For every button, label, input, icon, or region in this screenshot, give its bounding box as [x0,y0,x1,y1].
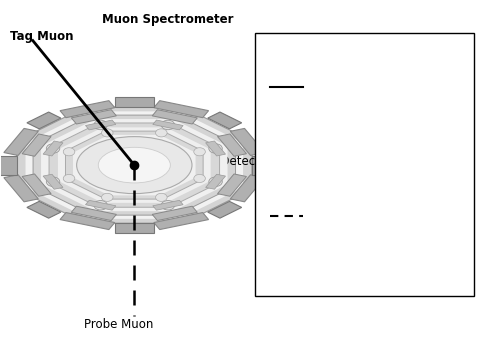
Polygon shape [154,101,209,118]
Text: Z–Boson: Z–Boson [66,155,116,167]
Circle shape [194,148,205,156]
Polygon shape [22,174,51,196]
Polygon shape [252,156,273,175]
Polygon shape [66,131,203,199]
Polygon shape [71,110,116,124]
Polygon shape [33,115,236,215]
Polygon shape [217,134,246,156]
Polygon shape [153,200,183,210]
Polygon shape [60,101,115,118]
Circle shape [46,144,60,153]
Polygon shape [27,112,61,129]
Circle shape [94,201,107,210]
Polygon shape [60,213,115,230]
Circle shape [161,201,174,210]
Polygon shape [49,123,220,207]
Circle shape [63,148,75,156]
Ellipse shape [77,137,192,194]
Polygon shape [43,174,63,189]
Circle shape [209,177,222,186]
Text: Muon Spectrometer: Muon Spectrometer [102,13,233,26]
Polygon shape [58,127,211,203]
Polygon shape [27,201,61,218]
Polygon shape [230,128,265,156]
Polygon shape [22,134,51,156]
Polygon shape [85,200,116,210]
Polygon shape [17,107,252,223]
Polygon shape [4,175,38,202]
Polygon shape [154,213,209,230]
Text: Probe Muon: Probe Muon [84,318,153,331]
Polygon shape [206,141,226,156]
Polygon shape [115,223,154,234]
Circle shape [156,129,167,137]
Polygon shape [85,120,116,130]
Polygon shape [208,201,241,218]
Text: The invariant mass
of the two tracks
should be near the
Z–Boson mass: The invariant mass of the two tracks sho… [308,61,408,113]
Text: Inner Detector: Inner Detector [186,155,272,167]
FancyBboxPatch shape [255,33,474,296]
Text: Tag Muon: Tag Muon [10,29,74,43]
Circle shape [209,144,222,153]
Polygon shape [206,174,226,189]
Polygon shape [43,141,63,156]
Circle shape [46,177,60,186]
Circle shape [156,193,167,201]
Polygon shape [153,120,183,130]
Ellipse shape [98,147,170,183]
Polygon shape [26,112,243,219]
Polygon shape [230,175,265,202]
Polygon shape [71,206,116,221]
Polygon shape [115,97,154,107]
Polygon shape [152,206,197,221]
Circle shape [102,193,113,201]
Polygon shape [4,128,38,156]
Circle shape [63,175,75,182]
Polygon shape [73,135,196,195]
Circle shape [102,129,113,137]
Circle shape [94,120,107,130]
Polygon shape [208,112,241,129]
Text: Probe, if there is a
corresponding track
in the MS: Probe, if there is a corresponding track… [308,197,413,235]
Polygon shape [152,110,197,124]
Circle shape [194,175,205,182]
Polygon shape [41,119,228,211]
Circle shape [161,120,174,130]
Polygon shape [217,174,246,196]
Polygon shape [0,156,17,175]
